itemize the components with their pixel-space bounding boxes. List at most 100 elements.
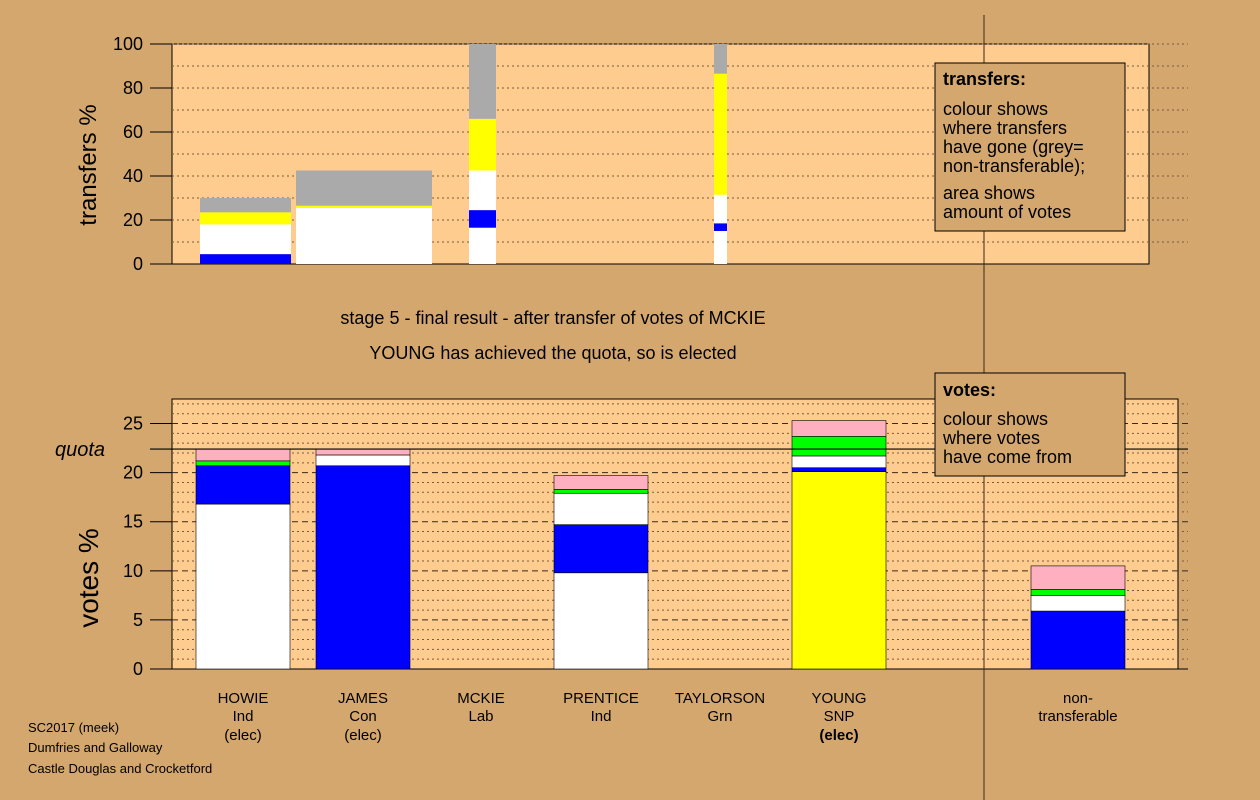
transfers-box-line: colour shows — [943, 99, 1048, 119]
votes-bar-segment-james — [315, 454, 411, 467]
votes-box-line: colour shows — [943, 409, 1048, 429]
transfers-bar-segment-howie — [200, 212, 291, 225]
votes-bar-segment-non-transferable — [1030, 565, 1126, 590]
votes-bar-segment-prentice — [553, 492, 649, 525]
votes-y-tick-label: 20 — [123, 463, 143, 483]
votes-box-title: votes: — [943, 380, 996, 400]
footer-line: Castle Douglas and Crocketford — [28, 761, 212, 776]
transfers-box-line: have gone (grey= — [943, 137, 1084, 157]
transfers-bar-segment-howie — [200, 198, 291, 213]
transfers-y-tick-label: 100 — [113, 34, 143, 54]
votes-y-tick-label: 25 — [123, 414, 143, 434]
transfers-info-box: transfers: colour shows where transfers … — [934, 62, 1126, 232]
candidate-status: (elec) — [224, 727, 262, 744]
transfers-box-line: area shows — [943, 183, 1035, 203]
transfers-bars — [200, 44, 727, 264]
votes-bar-segment-non-transferable — [1030, 610, 1126, 670]
votes-bar-segment-james — [315, 448, 411, 456]
candidate-party: SNP — [824, 708, 855, 725]
candidate-party: Con — [349, 708, 377, 725]
votes-bar-segment-young — [791, 420, 887, 437]
votes-bars — [195, 420, 1126, 670]
transfers-y-ticks: 0 20 40 60 80 100 — [113, 34, 172, 274]
votes-bar-segment-young — [791, 436, 887, 457]
votes-box-line: where votes — [942, 428, 1040, 448]
votes-axis-title: votes % — [73, 528, 104, 628]
votes-bar-segment-howie — [195, 503, 291, 670]
candidate-name: HOWIE — [218, 690, 269, 707]
votes-y-tick-label: 5 — [133, 610, 143, 630]
votes-box-line: have come from — [943, 447, 1072, 467]
candidate-party: Ind — [591, 708, 612, 725]
transfers-y-tick-label: 20 — [123, 210, 143, 230]
candidate-label-non-transferable: non-transferable — [1038, 690, 1117, 725]
transfers-bar-segment-young — [714, 73, 727, 195]
transfers-bar-segment-mckie — [469, 44, 496, 119]
candidate-name: non- — [1063, 690, 1093, 707]
votes-y-tick-label: 0 — [133, 659, 143, 679]
transfers-bar-segment-young — [714, 44, 727, 74]
transfers-bar-segment-james — [296, 170, 432, 206]
candidate-party: Lab — [468, 708, 493, 725]
transfers-y-tick-label: 60 — [123, 122, 143, 142]
transfers-box-line: where transfers — [942, 118, 1067, 138]
transfers-bar-segment-howie — [200, 254, 291, 264]
votes-bar-segment-young — [791, 467, 887, 472]
votes-y-tick-label: 10 — [123, 561, 143, 581]
result-text: YOUNG has achieved the quota, so is elec… — [369, 343, 736, 363]
footer-line: SC2017 (meek) — [28, 720, 119, 735]
candidate-party: Grn — [707, 708, 732, 725]
footer-line: Dumfries and Galloway — [28, 740, 163, 755]
candidate-party: transferable — [1038, 708, 1117, 725]
transfers-y-tick-label: 0 — [133, 254, 143, 274]
candidate-labels: HOWIEInd(elec)JAMESCon(elec)MCKIELabPREN… — [218, 690, 1118, 744]
votes-info-box: votes: colour shows where votes have com… — [934, 372, 1126, 477]
candidate-name: TAYLORSON — [675, 690, 765, 707]
transfers-y-tick-label: 40 — [123, 166, 143, 186]
transfers-y-tick-label: 80 — [123, 78, 143, 98]
transfers-bar-segment-young — [714, 223, 727, 231]
transfers-box-line: non-transferable); — [943, 156, 1085, 176]
stage-text: stage 5 - final result - after transfer … — [340, 308, 765, 328]
transfers-bar-segment-mckie — [469, 227, 496, 264]
transfers-box-title: transfers: — [943, 69, 1026, 89]
votes-bar-segment-prentice — [553, 489, 649, 494]
candidate-name: YOUNG — [811, 690, 866, 707]
transfers-bar-segment-young — [714, 231, 727, 264]
votes-bar-segment-prentice — [553, 572, 649, 670]
votes-bar-segment-howie — [195, 465, 291, 505]
transfers-box-line: amount of votes — [943, 202, 1071, 222]
votes-y-tick-label: 15 — [123, 512, 143, 532]
votes-bar-segment-prentice — [553, 524, 649, 574]
transfers-bar-segment-james — [296, 205, 432, 208]
votes-bar-segment-young — [791, 471, 887, 670]
transfers-bar-segment-mckie — [469, 210, 496, 228]
candidate-name: PRENTICE — [563, 690, 639, 707]
candidate-status: (elec) — [344, 727, 382, 744]
votes-y-ticks: 0 5 10 15 20 25 — [123, 414, 172, 679]
transfers-axis-title: transfers % — [75, 104, 102, 225]
candidate-party: Ind — [233, 708, 254, 725]
votes-bar-segment-howie — [195, 448, 291, 462]
quota-label: quota — [55, 439, 105, 461]
votes-bar-segment-howie — [195, 460, 291, 467]
votes-bar-segment-young — [791, 455, 887, 469]
votes-bar-segment-non-transferable — [1030, 589, 1126, 596]
transfers-bar-segment-james — [296, 207, 432, 264]
votes-bar-segment-james — [315, 465, 411, 670]
transfers-bar-segment-howie — [200, 224, 291, 255]
transfers-bar-segment-young — [714, 194, 727, 224]
transfers-bar-segment-mckie — [469, 170, 496, 211]
candidate-name: MCKIE — [457, 690, 505, 707]
votes-bar-segment-prentice — [553, 475, 649, 490]
candidate-name: JAMES — [338, 690, 388, 707]
transfers-bar-segment-mckie — [469, 118, 496, 171]
